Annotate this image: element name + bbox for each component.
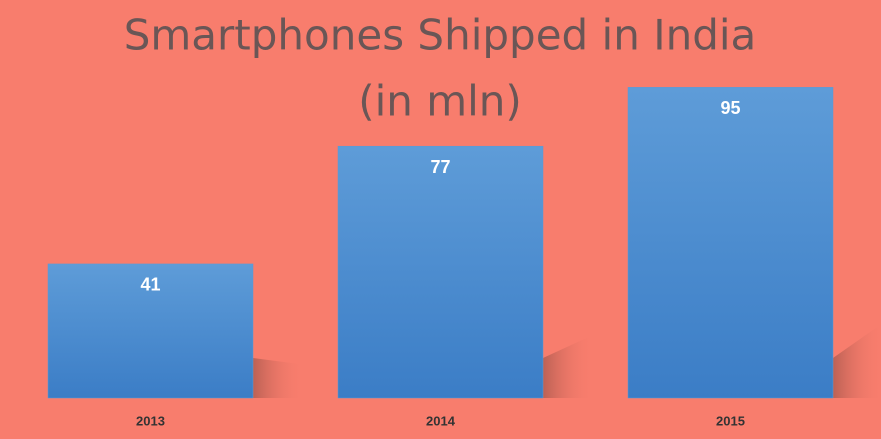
bar-shadow: [253, 358, 303, 398]
bar: [47, 263, 254, 399]
bar-shadow: [833, 324, 881, 398]
value-label: 95: [720, 98, 740, 118]
x-tick-label: 2013: [136, 413, 165, 428]
bar: [337, 145, 544, 399]
chart-subtitle: (in mln): [358, 77, 522, 126]
chart-title: Smartphones Shipped in India: [124, 11, 757, 60]
x-tick-label: 2015: [716, 413, 745, 428]
value-label: 77: [430, 157, 450, 177]
bar: [627, 87, 834, 399]
x-tick-label: 2014: [426, 413, 456, 428]
bar-shadow: [543, 335, 593, 398]
value-label: 41: [140, 275, 160, 295]
